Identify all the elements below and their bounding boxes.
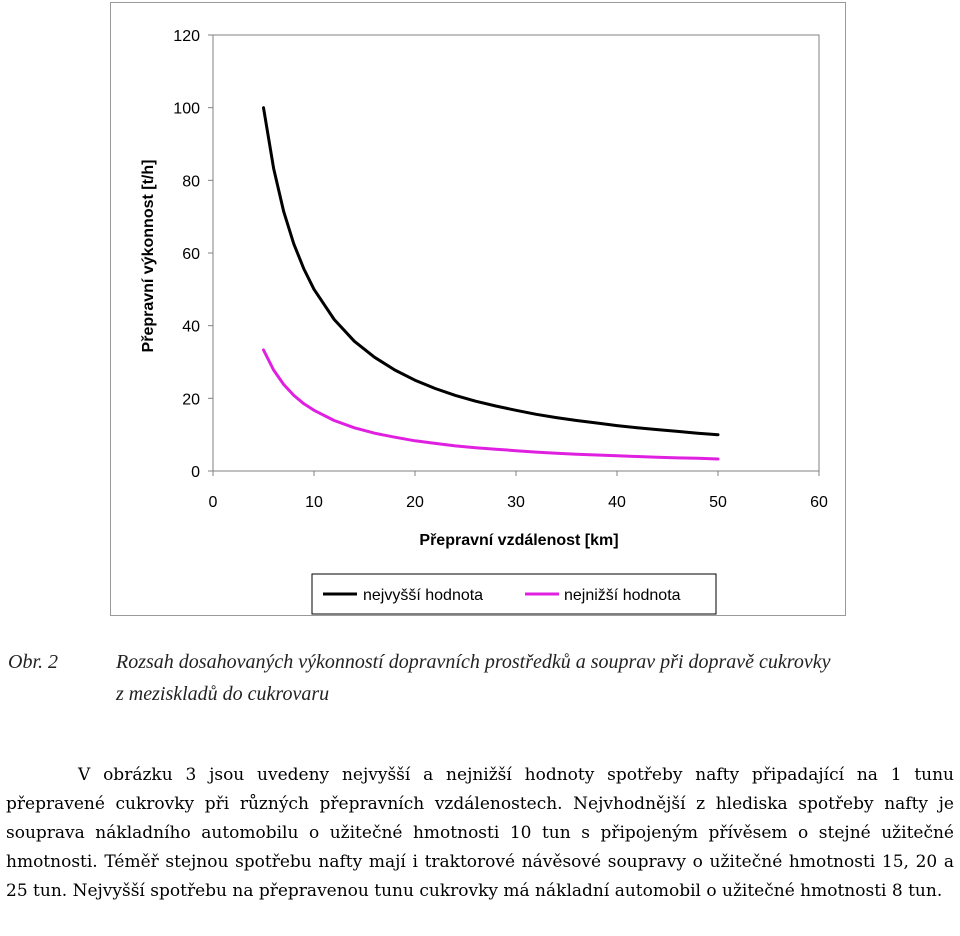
plot-area bbox=[212, 34, 820, 472]
chart-frame: 0 20 40 60 80 100 120 0 10 20 30 40 50 60 Přepravní … bbox=[110, 2, 846, 616]
x-tick-label: 30 bbox=[507, 494, 525, 511]
caption-text: Rozsah dosahovaných výkonností dopravníc… bbox=[116, 651, 831, 705]
y-tick-label: 120 bbox=[173, 28, 200, 45]
y-tick-label: 0 bbox=[191, 464, 200, 481]
y-tick-label: 80 bbox=[182, 173, 200, 190]
line-chart: 0 20 40 60 80 100 120 0 10 20 30 40 50 60 Přepravní … bbox=[140, 28, 828, 615]
series-line-1 bbox=[262, 348, 720, 461]
x-tick-label: 20 bbox=[406, 494, 424, 511]
y-tick-label: 40 bbox=[182, 319, 200, 336]
y-tick-label: 100 bbox=[173, 101, 200, 118]
x-axis-label: Přepravní vzdálenost [km] bbox=[419, 532, 618, 549]
y-axis-label: Přepravní výkonnost [t/h] bbox=[140, 160, 157, 353]
x-tick-label: 50 bbox=[709, 494, 727, 511]
legend-box bbox=[311, 573, 717, 615]
body-text: V obrázku 3 jsou uvedeny nejvyšší a nejn… bbox=[6, 761, 954, 906]
caption-label: Obr. 2 bbox=[8, 651, 59, 673]
x-tick-label: 60 bbox=[810, 494, 828, 511]
series-line-0 bbox=[262, 106, 720, 437]
x-tick-label: 0 bbox=[209, 494, 218, 511]
y-tick-label: 20 bbox=[182, 391, 200, 408]
x-tick-label: 10 bbox=[305, 494, 323, 511]
legend-label-nejvyssi: nejvyšší hodnota bbox=[363, 587, 483, 604]
body-paragraph: V obrázku 3 jsou uvedeny nejvyšší a nejn… bbox=[6, 765, 954, 901]
series-lines bbox=[262, 106, 720, 461]
x-tick-label: 40 bbox=[608, 494, 626, 511]
x-axis: 0 10 20 30 40 50 60 bbox=[209, 471, 828, 511]
legend-label-nejnizsi: nejnižší hodnota bbox=[564, 587, 681, 604]
y-tick-label: 60 bbox=[182, 246, 200, 263]
legend: nejvyšší hodnota nejnižší hodnota bbox=[311, 573, 717, 615]
y-axis: 0 20 40 60 80 100 120 bbox=[173, 28, 213, 481]
